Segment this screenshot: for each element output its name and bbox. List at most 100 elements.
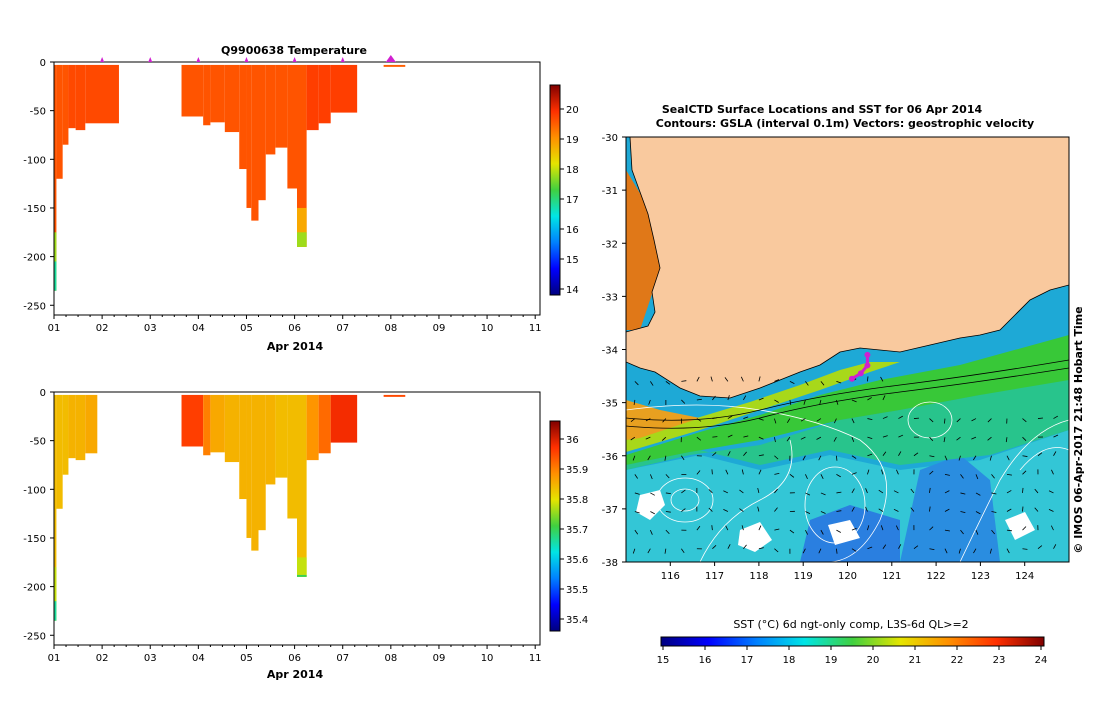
y-tick-label: -100	[23, 155, 46, 166]
profile-marker	[386, 55, 396, 62]
profile-column	[85, 395, 97, 453]
salinity-profiles	[54, 395, 405, 621]
colorbar-tick-label: 35.7	[566, 525, 588, 536]
lon-tick-label: 116	[661, 571, 680, 582]
profile-column	[68, 65, 75, 128]
y-tick-label: -100	[23, 485, 46, 496]
colorbar-tick-label: 15	[566, 255, 579, 266]
lat-tick-label: -30	[602, 133, 618, 144]
sst-colorbar-label: SST (°C) 6d ngt-only comp, L3S-6d QL>=2	[733, 618, 968, 631]
profile-column	[287, 395, 297, 519]
x-tick-label: 03	[144, 653, 157, 664]
profile-column	[246, 395, 251, 538]
profile-column	[182, 395, 204, 447]
profile-column	[246, 65, 251, 208]
lat-tick-label: -33	[602, 292, 618, 303]
sst-colorbar-tick-label: 21	[909, 655, 922, 666]
profile-column	[68, 395, 75, 458]
profile-column	[210, 65, 224, 122]
x-tick-label: 06	[288, 323, 301, 334]
imos-credit: © IMOS 06-Apr-2017 21:48 Hobart Time	[1072, 306, 1085, 553]
lat-tick-label: -34	[602, 346, 618, 357]
profile-marker	[100, 57, 104, 62]
profile-column	[63, 65, 69, 145]
temperature-colorbar	[550, 85, 560, 295]
x-tick-label: 04	[192, 653, 205, 664]
profile-column	[297, 395, 307, 577]
profile-column	[319, 395, 331, 453]
profile-column	[307, 65, 319, 130]
lat-tick-label: -38	[602, 558, 618, 569]
lon-tick-label: 124	[1015, 571, 1034, 582]
salinity-y-ticks: 0-50-100-150-200-250	[23, 388, 54, 642]
velocity-vector	[836, 456, 837, 461]
colorbar-tick-label: 17	[566, 195, 579, 206]
lon-tick-label: 118	[749, 571, 768, 582]
lat-tick-label: -31	[602, 186, 618, 197]
y-tick-label: -150	[23, 204, 46, 215]
x-tick-label: 08	[384, 653, 397, 664]
y-tick-label: 0	[40, 58, 46, 69]
sst-colorbar-tick-label: 19	[825, 655, 838, 666]
x-tick-label: 01	[48, 653, 61, 664]
velocity-vector	[867, 376, 868, 381]
seal-location-marker	[849, 376, 855, 382]
y-tick-label: -50	[30, 437, 46, 448]
lon-tick-label: 122	[927, 571, 946, 582]
colorbar-tick-label: 18	[566, 165, 579, 176]
map-title-line2: Contours: GSLA (interval 0.1m) Vectors: …	[656, 117, 1034, 130]
colorbar-tick-label: 35.6	[566, 555, 588, 566]
profile-marker	[341, 57, 345, 62]
profile-column	[307, 395, 319, 460]
profile-column	[251, 65, 258, 221]
x-tick-label: 11	[529, 323, 542, 334]
profile-deep-segment	[297, 557, 307, 576]
sst-colorbar-tick-label: 15	[657, 655, 670, 666]
profile-column	[331, 65, 357, 113]
x-tick-label: 05	[240, 653, 253, 664]
salinity-colorbar-ticks: 35.435.535.635.735.835.936	[560, 435, 588, 626]
sst-colorbar-tick-label: 24	[1035, 655, 1048, 666]
profile-column	[182, 65, 204, 117]
lon-tick-label: 119	[794, 571, 813, 582]
profile-column	[76, 65, 86, 130]
profile-column	[259, 65, 266, 200]
profile-column	[266, 395, 276, 485]
sst-colorbar-tick-label: 23	[993, 655, 1006, 666]
x-tick-label: 08	[384, 323, 397, 334]
profile-column	[384, 65, 406, 67]
profile-column	[76, 395, 86, 460]
lat-tick-label: -32	[602, 239, 618, 250]
x-tick-label: 09	[433, 323, 446, 334]
sst-colorbar-tick-label: 16	[699, 655, 712, 666]
colorbar-tick-label: 19	[566, 135, 579, 146]
profile-column	[203, 395, 210, 455]
x-tick-label: 07	[336, 323, 349, 334]
salinity-colorbar	[550, 421, 560, 631]
profile-column	[63, 395, 69, 475]
colorbar-tick-label: 35.9	[566, 465, 588, 476]
profile-marker	[196, 57, 200, 62]
profile-column	[56, 395, 62, 509]
profile-column	[225, 65, 239, 132]
y-tick-label: 0	[40, 388, 46, 399]
colorbar-tick-label: 14	[566, 285, 579, 296]
lon-tick-label: 121	[882, 571, 901, 582]
y-tick-label: -50	[30, 107, 46, 118]
colorbar-tick-label: 35.5	[566, 585, 588, 596]
profile-deep-segment	[297, 232, 307, 247]
sst-colorbar-tick-label: 20	[867, 655, 880, 666]
velocity-vector	[1022, 488, 1023, 493]
map-title-line1: SealCTD Surface Locations and SST for 06…	[662, 103, 983, 116]
salinity-x-label: Apr 2014	[267, 668, 324, 681]
seal-location-marker	[858, 370, 864, 376]
profile-column	[384, 395, 406, 397]
x-tick-label: 02	[96, 323, 109, 334]
sst-map-panel: SealCTD Surface Locations and SST for 06…	[602, 103, 1085, 666]
profile-column	[319, 65, 331, 123]
